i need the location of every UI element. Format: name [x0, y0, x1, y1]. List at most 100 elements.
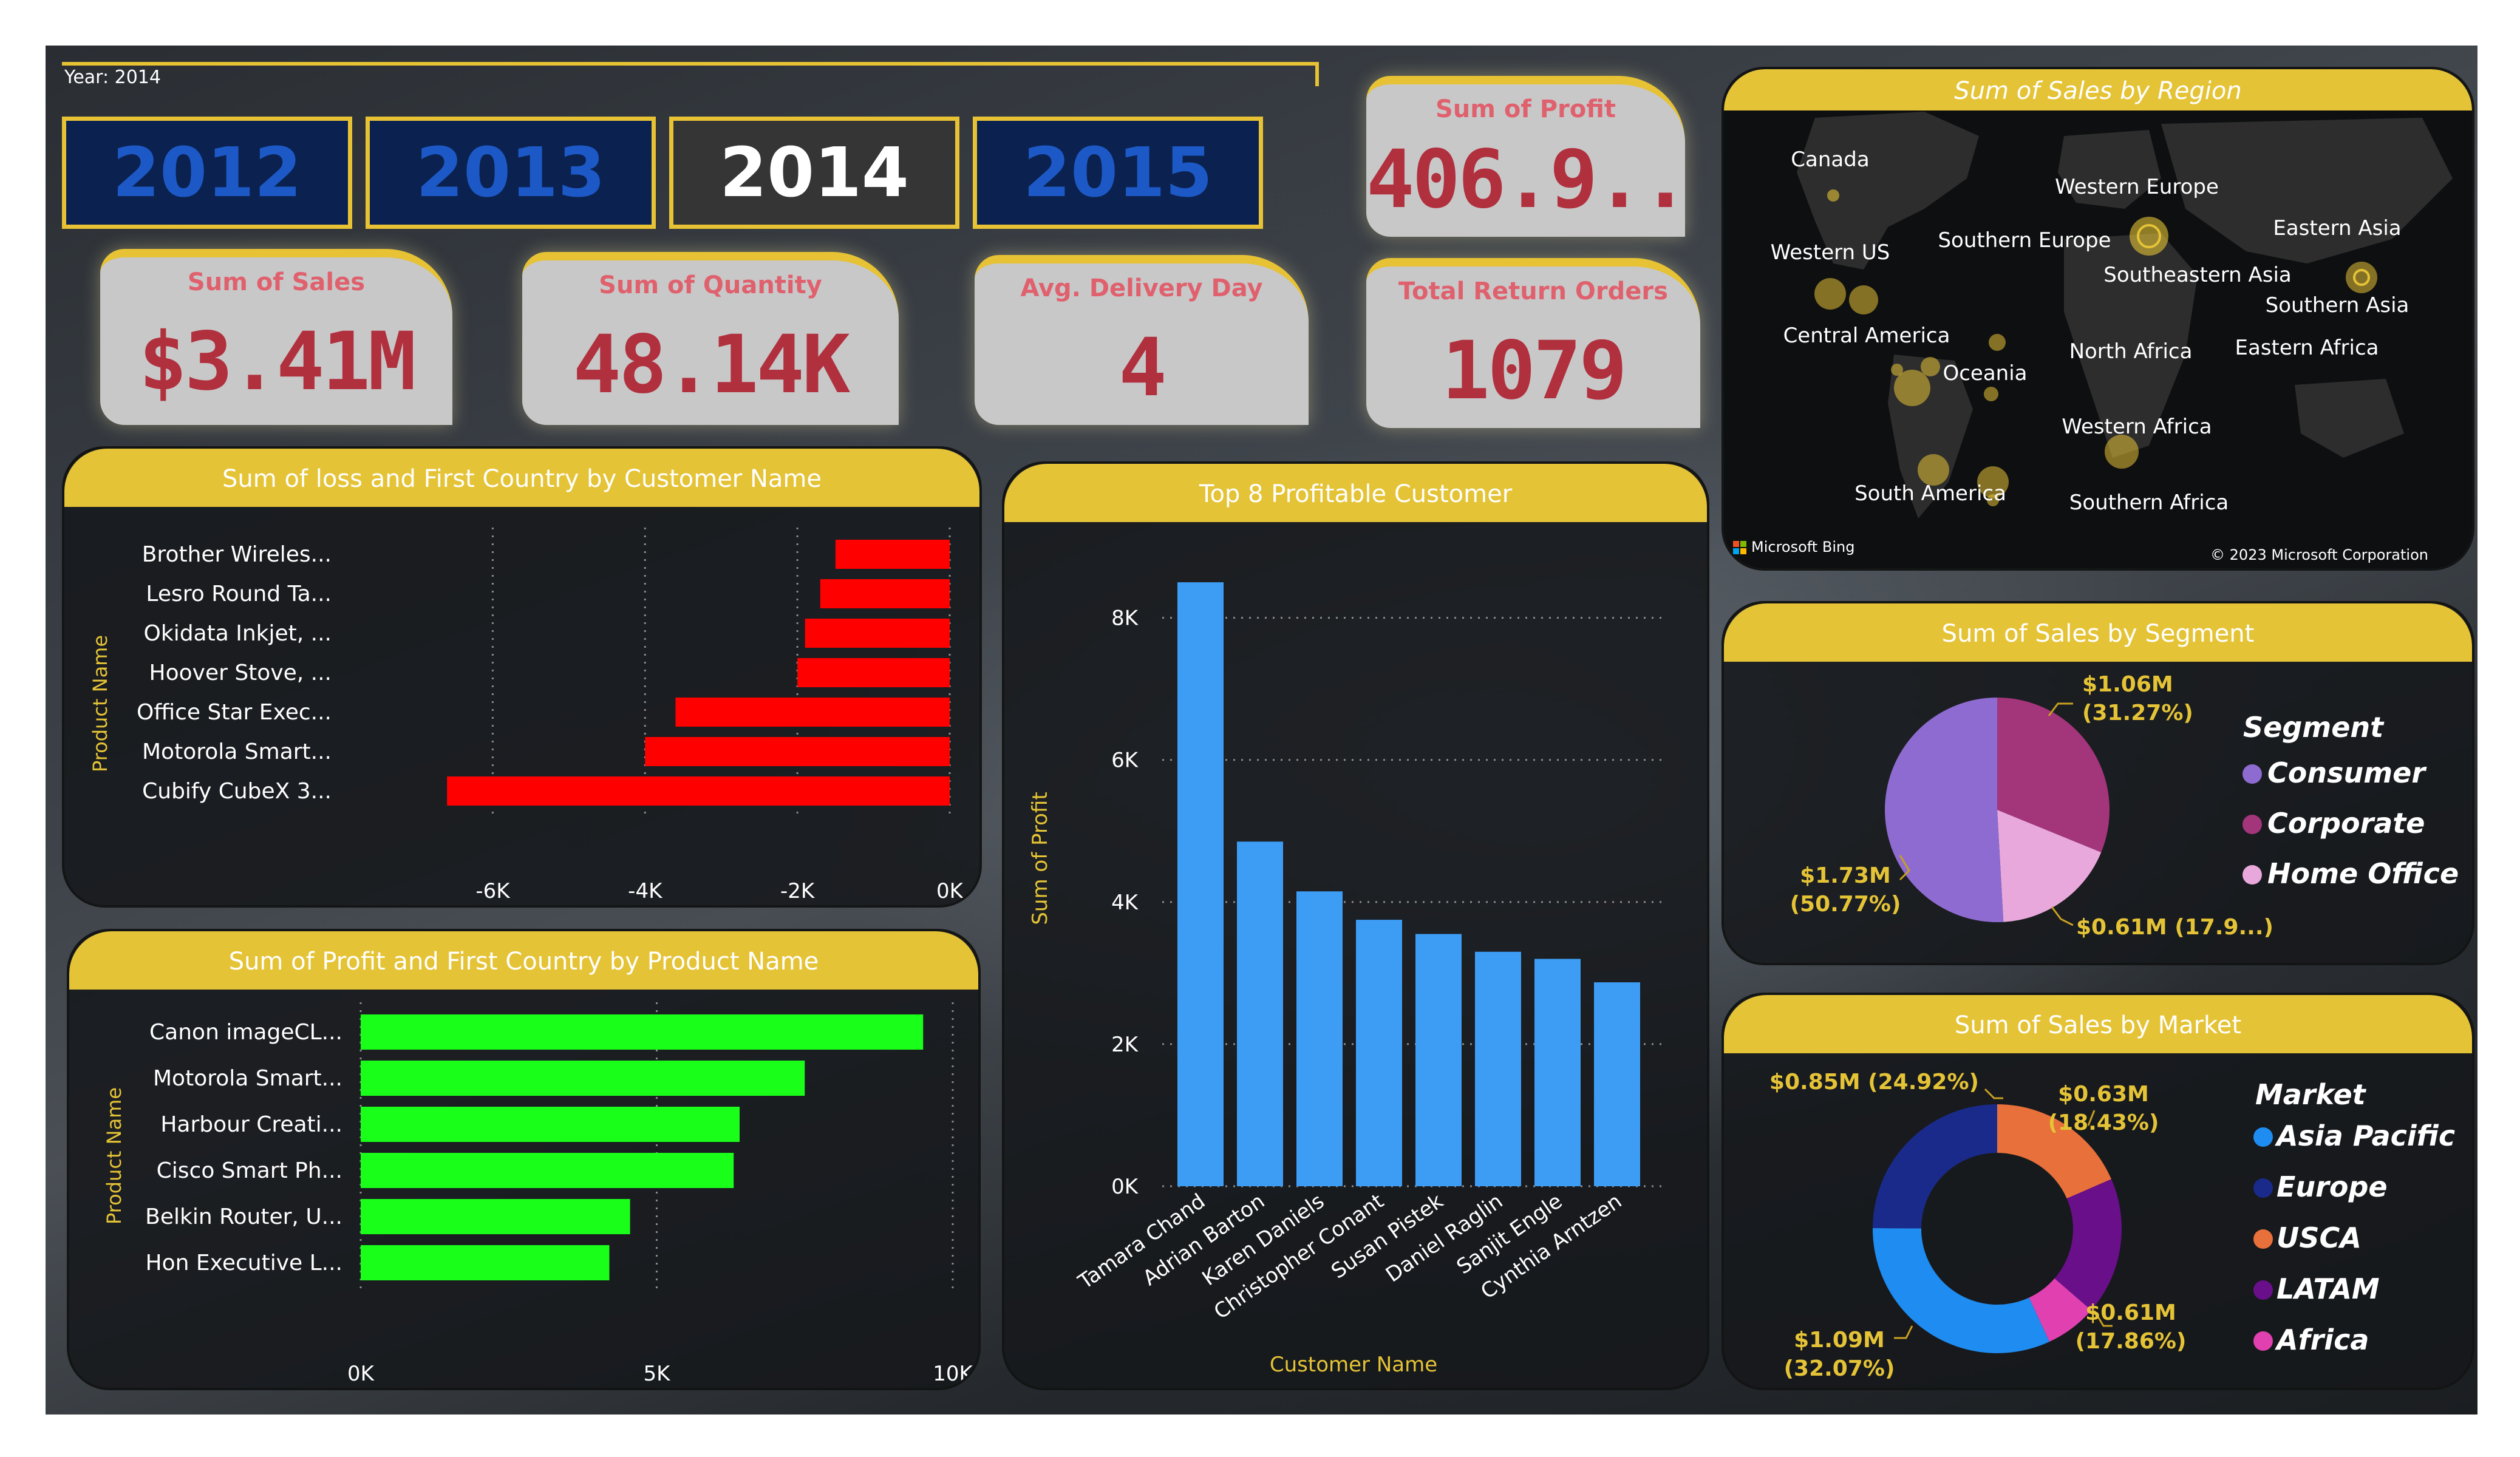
map-labels: Canada Western Europe Eastern Asia Western … [1771, 148, 2409, 515]
bar[interactable] [1415, 934, 1462, 1186]
year-button-2015[interactable]: 2015 [973, 117, 1263, 229]
bar[interactable] [361, 1014, 924, 1050]
map-bubble-caribbean[interactable] [1891, 364, 1903, 376]
map-bubble-south[interactable] [1989, 334, 2006, 351]
map-bubble-south-america[interactable] [1918, 454, 1949, 486]
donut-slice[interactable] [1873, 1228, 2050, 1353]
bar[interactable] [1534, 959, 1581, 1186]
map-bubble-western-europe[interactable] [2130, 217, 2168, 256]
bar[interactable] [820, 579, 950, 608]
bar[interactable] [835, 540, 950, 569]
profit-chart: 0K 5K 10K Canon imageCL... Motorola Smart...… [103, 1002, 973, 1386]
map-bubble-ring [2353, 269, 2370, 286]
map-region-label: Southern Europe [1938, 228, 2111, 253]
map-bubble-oceania[interactable] [2105, 435, 2139, 469]
legend-item[interactable]: Asia Pacific [2275, 1119, 2455, 1152]
landmass-oceania [2295, 379, 2404, 458]
bar[interactable] [361, 1153, 734, 1188]
pie-slice[interactable] [1997, 698, 2110, 853]
kpi-card-delivery: Avg. Delivery Day 4 [975, 255, 1309, 425]
bar[interactable] [1296, 891, 1343, 1186]
data-label: (32.07%) [1784, 1356, 1895, 1381]
bar[interactable] [361, 1107, 740, 1142]
ms-logo-square [1740, 548, 1746, 554]
map-bubble-ring [2137, 224, 2161, 248]
legend-swatch [2253, 1229, 2273, 1249]
y-axis-label: Sum of Profit [1028, 792, 1052, 925]
kpi-title: Total Return Orders [1398, 277, 1668, 305]
landmass-africa [2064, 233, 2198, 458]
bar[interactable] [1237, 841, 1283, 1186]
x-tick-label: 0K [936, 879, 964, 903]
map-region-label: Eastern Africa [2235, 336, 2379, 360]
legend-item[interactable]: Home Office [2267, 857, 2459, 890]
legend-item[interactable]: Corporate [2267, 807, 2425, 840]
year-slicer: Year: 2014 2012 2013 2014 2015 [62, 62, 1319, 238]
data-label: $1.06M [2082, 672, 2173, 697]
y-axis-label: Product Name [89, 635, 112, 772]
market-chart: $0.85M (24.92%) $0.63M (18.43%) $0.61M (17.8… [1769, 1070, 2455, 1381]
map-bubble-brazil[interactable] [1977, 466, 2009, 498]
data-label: (31.27%) [2082, 701, 2193, 725]
map-bubble-eastern-us[interactable] [1849, 285, 1878, 314]
bar[interactable] [675, 698, 950, 727]
pie-slice[interactable] [1997, 810, 2102, 922]
donut-slice[interactable] [1997, 1104, 2112, 1199]
map-bubble-andes[interactable] [1984, 387, 1998, 401]
y-tick-label: 6K [1111, 749, 1139, 773]
bar[interactable] [1594, 982, 1640, 1186]
x-tick-label: 10K [933, 1362, 973, 1386]
x-tick-label: -2K [780, 879, 816, 903]
landmass-asia [2161, 118, 2453, 263]
bar[interactable] [447, 776, 950, 806]
bar[interactable] [797, 658, 950, 687]
legend-item[interactable]: Europe [2277, 1170, 2388, 1203]
map-bubble-canada[interactable] [1827, 189, 1839, 202]
legend-item[interactable]: Africa [2275, 1323, 2369, 1356]
bar[interactable] [361, 1199, 630, 1234]
bar[interactable] [1475, 951, 1521, 1186]
map-svg: Canada Western Europe Eastern Asia Western … [1724, 110, 2472, 568]
category-label: Belkin Router, U... [145, 1204, 342, 1229]
bar[interactable] [1177, 582, 1224, 1186]
category-label: Motorola Smart... [153, 1066, 342, 1091]
legend-swatch [2253, 1127, 2273, 1147]
loss-chart-title: Sum of loss and First Country by Custome… [64, 449, 979, 507]
map-copyright: © 2023 Microsoft Corporation [2210, 546, 2428, 563]
bar[interactable] [645, 737, 950, 766]
legend-item[interactable]: USCA [2277, 1221, 2362, 1254]
kpi-title: Sum of Sales [187, 268, 366, 296]
category-label: Lesro Round Ta... [146, 582, 332, 606]
map-bubble-central-america-2[interactable] [1921, 357, 1940, 376]
map-region-label: Canada [1791, 148, 1869, 172]
x-axis-label: Sum of Profit [499, 905, 624, 908]
bar[interactable] [805, 619, 950, 648]
donut-slice[interactable] [2029, 1278, 2091, 1342]
legend-swatch [2253, 1331, 2273, 1351]
bar[interactable] [1356, 920, 1402, 1186]
year-button-2012[interactable]: 2012 [62, 117, 352, 229]
pie-slice[interactable] [1885, 698, 2004, 922]
map-bubble-western-us[interactable] [1814, 278, 1846, 310]
donut-slice[interactable] [1873, 1104, 1997, 1229]
kpi-title: Avg. Delivery Day [1020, 274, 1263, 302]
bar[interactable] [361, 1061, 805, 1096]
year-button-2014[interactable]: 2014 [669, 117, 959, 229]
leader-line [2087, 1110, 2096, 1126]
y-axis-label: Product Name [103, 1087, 126, 1224]
segment-chart-panel: Sum of Sales by Segment $1.73M (50.77%) $1… [1721, 601, 2474, 965]
legend-item[interactable]: LATAM [2277, 1272, 2380, 1305]
legend-item[interactable]: Consumer [2267, 756, 2427, 789]
year-button-2013[interactable]: 2013 [366, 117, 656, 229]
x-tick-label: 0K [347, 1362, 375, 1386]
donut-slice[interactable] [2054, 1179, 2122, 1311]
kpi-value: $3.41M [138, 315, 417, 409]
dashboard-canvas: Year: 2014 2012 2013 2014 2015 Sum of Pr… [46, 46, 2477, 1415]
y-tick-label: 2K [1111, 1033, 1139, 1057]
category-label: Hon Executive L... [146, 1251, 342, 1275]
kpi-title: Sum of Profit [1435, 95, 1616, 123]
map-bubble-central-america[interactable] [1894, 370, 1930, 406]
map-bubble-eastern-asia[interactable] [2346, 262, 2377, 293]
map-bubble-small[interactable] [1987, 494, 1999, 506]
bar[interactable] [361, 1245, 610, 1280]
